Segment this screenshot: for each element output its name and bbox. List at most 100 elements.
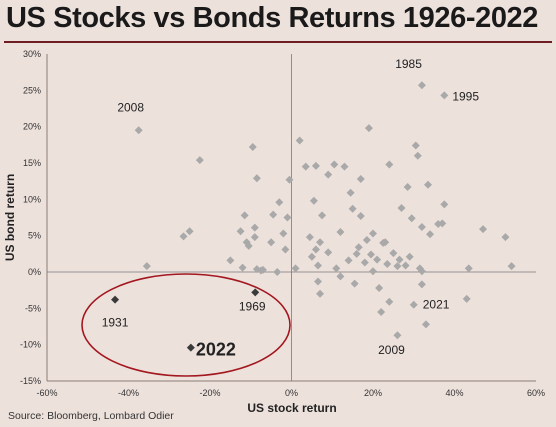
data-point — [409, 300, 418, 309]
data-point — [364, 124, 373, 133]
data-point — [336, 228, 345, 237]
source-note: Source: Bloomberg, Lombard Odier — [8, 410, 174, 422]
data-point — [501, 233, 510, 242]
data-point — [267, 238, 276, 247]
data-point — [283, 213, 292, 222]
data-point — [340, 162, 349, 171]
data-point — [462, 294, 471, 303]
point-label-1985: 1985 — [395, 57, 422, 71]
data-point — [354, 243, 363, 252]
data-point — [417, 81, 426, 90]
data-point — [348, 204, 357, 213]
data-point — [403, 182, 412, 191]
data-point — [438, 219, 447, 228]
data-point — [346, 188, 355, 197]
data-point — [195, 156, 204, 165]
data-point — [507, 262, 516, 271]
y-tick-label: 5% — [28, 231, 41, 241]
data-point — [185, 227, 194, 236]
data-point — [440, 200, 449, 209]
data-point — [417, 222, 426, 231]
data-point — [369, 267, 377, 276]
data-point — [381, 238, 390, 247]
x-tick-label: -60% — [36, 388, 57, 398]
data-point — [142, 262, 151, 271]
data-point — [250, 233, 259, 242]
highlight-point — [111, 295, 120, 304]
x-axis-title: US stock return — [247, 401, 336, 415]
point-label-2009: 2009 — [378, 343, 405, 357]
y-tick-label: 30% — [23, 49, 41, 59]
data-point — [244, 241, 253, 250]
data-point — [424, 180, 433, 189]
point-label-2022: 2022 — [196, 340, 236, 360]
data-point — [226, 256, 235, 265]
data-point — [377, 307, 386, 316]
data-point — [356, 212, 365, 221]
y-axis-title: US bond return — [3, 174, 17, 261]
data-point — [279, 229, 288, 238]
point-label-1969: 1969 — [239, 299, 266, 313]
data-point — [324, 170, 333, 179]
data-point — [258, 265, 267, 274]
data-point — [393, 262, 402, 271]
data-point — [273, 268, 282, 276]
y-tick-label: 20% — [23, 122, 41, 132]
y-tick-label: -10% — [20, 340, 41, 350]
data-point — [305, 233, 314, 242]
data-point — [397, 204, 406, 213]
data-point — [383, 260, 392, 269]
data-point — [411, 141, 420, 150]
highlight-ellipse — [81, 273, 291, 377]
data-point — [250, 223, 259, 232]
data-point — [252, 174, 261, 183]
x-tick-label: -20% — [199, 388, 220, 398]
data-point — [407, 214, 416, 223]
data-point — [389, 249, 398, 258]
highlight-point — [251, 288, 260, 297]
data-point — [236, 227, 245, 236]
data-point — [464, 264, 473, 273]
data-point — [426, 230, 435, 239]
data-point — [440, 91, 449, 100]
data-point — [369, 229, 377, 238]
y-tick-label: 10% — [23, 194, 41, 204]
data-point — [134, 126, 143, 135]
data-point — [360, 258, 369, 267]
y-tick-label: -15% — [20, 376, 41, 386]
x-tick-label: -40% — [118, 388, 139, 398]
data-point — [318, 211, 327, 220]
data-point — [352, 249, 361, 258]
data-point — [344, 256, 353, 265]
data-point — [324, 248, 333, 257]
x-tick-label: 40% — [445, 388, 463, 398]
data-point — [238, 263, 247, 272]
data-point — [336, 272, 345, 281]
point-label-2008: 2008 — [117, 100, 144, 114]
title-rule — [4, 41, 552, 43]
data-point — [405, 252, 414, 261]
highlight-point — [186, 343, 195, 352]
data-point — [413, 151, 422, 160]
data-point — [291, 264, 300, 273]
data-point — [316, 238, 325, 247]
y-tick-label: -5% — [25, 303, 41, 313]
data-point — [285, 175, 294, 184]
data-point — [393, 331, 402, 340]
y-tick-label: 0% — [28, 267, 41, 277]
data-point — [375, 283, 384, 292]
point-label-2021: 2021 — [423, 298, 450, 312]
data-point — [295, 136, 304, 145]
data-point — [479, 225, 488, 234]
data-point — [362, 236, 371, 245]
data-point — [309, 196, 318, 205]
data-point — [421, 320, 430, 329]
data-point — [311, 245, 320, 254]
data-point — [275, 198, 284, 207]
data-point — [240, 211, 249, 220]
data-point — [350, 279, 359, 288]
x-tick-label: 20% — [364, 388, 382, 398]
x-tick-label: 60% — [527, 388, 545, 398]
